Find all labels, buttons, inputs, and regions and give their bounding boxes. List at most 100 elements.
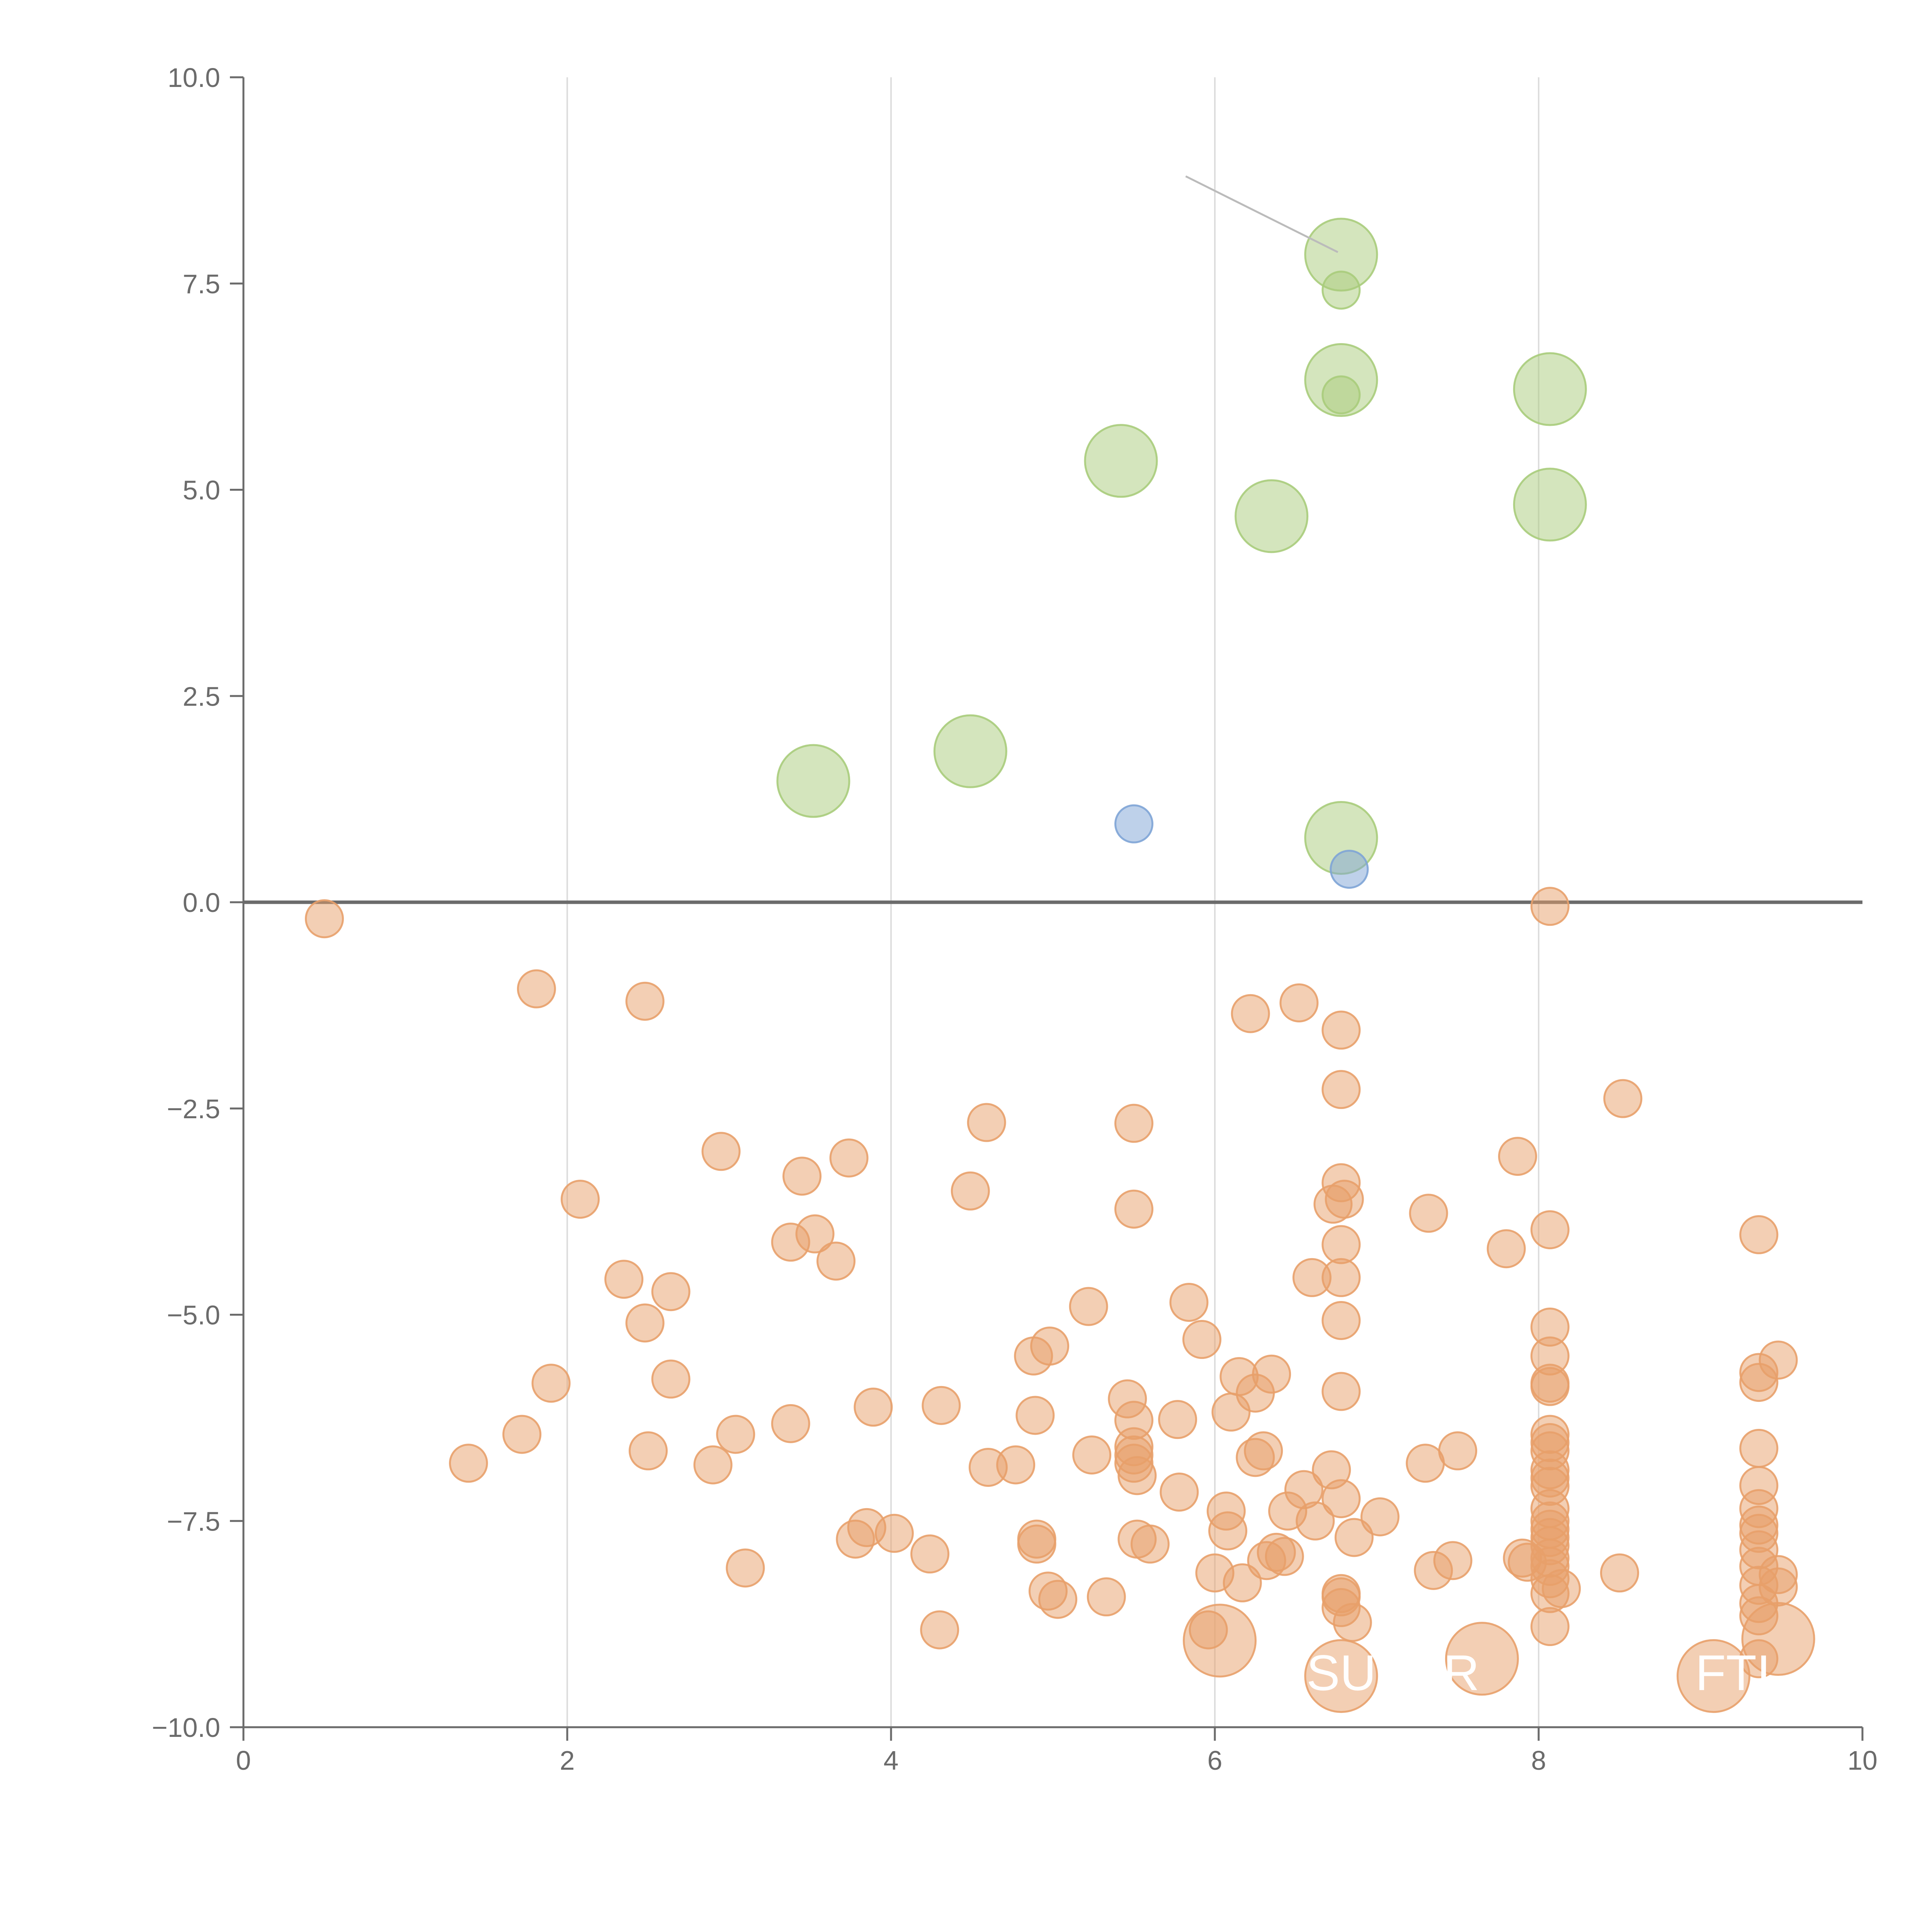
data-point-green-9	[933, 714, 1007, 788]
x-tick-label-2: 4	[884, 1745, 899, 1776]
y-tick-label-3: 2.5	[183, 681, 220, 711]
data-point-orange-56	[922, 1386, 961, 1425]
data-point-orange-108	[1334, 1518, 1374, 1557]
axes	[242, 77, 1862, 1728]
data-point-orange-102	[836, 1519, 875, 1559]
data-point-orange-37	[1321, 1301, 1361, 1340]
data-point-orange-5	[1321, 1010, 1361, 1050]
data-point-orange-123	[726, 1548, 765, 1588]
data-point-orange-25	[1739, 1215, 1779, 1254]
data-point-orange-9	[967, 1103, 1006, 1142]
y-tick-label-1: 7.5	[183, 269, 220, 299]
data-point-orange-33	[1169, 1282, 1209, 1322]
data-point-orange-143	[1530, 1607, 1570, 1646]
data-points	[305, 218, 1815, 1713]
y-tick-label-0: 10.0	[168, 63, 220, 93]
point-label-0: SUPER	[1306, 1645, 1480, 1701]
data-point-orange-36	[1182, 1320, 1221, 1359]
data-point-orange-6	[1321, 1070, 1361, 1109]
data-point-green-7	[1513, 468, 1587, 542]
data-point-orange-20	[1321, 1225, 1361, 1264]
data-point-orange-8	[1603, 1079, 1643, 1118]
data-point-orange-125	[1223, 1563, 1262, 1602]
data-point-orange-62	[716, 1415, 755, 1454]
point-labels: SUPER FTI	[1306, 1645, 1770, 1701]
x-tick-label-4: 8	[1531, 1745, 1546, 1776]
data-point-orange-79	[1117, 1456, 1157, 1495]
data-point-orange-16	[1114, 1189, 1153, 1229]
data-point-orange-91	[1296, 1501, 1335, 1541]
data-point-orange-109	[910, 1534, 950, 1574]
point-label-1: FTI	[1695, 1645, 1770, 1701]
data-point-orange-50	[1321, 1372, 1361, 1411]
data-point-orange-144	[1183, 1604, 1257, 1678]
data-point-orange-32	[1321, 1258, 1361, 1297]
data-point-orange-74	[629, 1431, 668, 1471]
leader-lines	[1185, 175, 1338, 253]
y-tick-label-4: 0.0	[183, 888, 220, 918]
data-point-orange-39	[1014, 1336, 1053, 1376]
data-point-orange-15	[951, 1171, 990, 1211]
data-point-green-5	[1084, 424, 1158, 498]
data-point-orange-106	[1130, 1524, 1170, 1564]
data-point-orange-73	[1072, 1435, 1112, 1475]
data-point-orange-71	[1236, 1438, 1275, 1477]
data-point-orange-81	[1406, 1444, 1445, 1483]
y-tick-label-2: 5.0	[183, 475, 220, 505]
data-point-orange-66	[1739, 1429, 1779, 1468]
data-point-orange-22	[1409, 1194, 1448, 1233]
data-point-orange-60	[771, 1404, 810, 1443]
data-point-orange-44	[1739, 1363, 1779, 1402]
data-point-orange-148	[1304, 1639, 1378, 1713]
data-point-orange-11	[701, 1132, 741, 1171]
y-tick-label-6: −5.0	[167, 1300, 220, 1330]
data-point-green-1	[1321, 270, 1361, 310]
data-point-orange-54	[1211, 1392, 1251, 1432]
y-tick-label-5: −2.5	[167, 1094, 220, 1124]
data-point-orange-45	[531, 1364, 571, 1403]
data-point-orange-129	[1600, 1553, 1639, 1593]
data-point-orange-59	[1158, 1400, 1197, 1439]
data-point-orange-35	[625, 1303, 665, 1343]
data-point-orange-134	[1087, 1577, 1126, 1617]
data-point-orange-1	[517, 969, 556, 1009]
data-point-orange-28	[816, 1242, 856, 1281]
data-point-orange-104	[1017, 1524, 1056, 1564]
data-point-orange-21	[1498, 1137, 1537, 1176]
data-point-green-4	[1513, 352, 1587, 426]
data-point-orange-57	[1015, 1396, 1055, 1435]
data-point-blue-0	[1114, 804, 1153, 844]
data-point-orange-10	[1114, 1104, 1153, 1143]
data-point-orange-13	[782, 1156, 822, 1196]
data-point-orange-7	[1530, 887, 1570, 926]
data-point-orange-78	[996, 1445, 1036, 1485]
data-point-orange-46	[651, 1359, 690, 1399]
data-point-orange-114	[1414, 1551, 1453, 1590]
data-point-orange-61	[502, 1415, 542, 1454]
data-point-orange-19	[1325, 1180, 1364, 1219]
data-point-orange-29	[604, 1260, 644, 1299]
data-point-orange-92	[1360, 1497, 1400, 1537]
x-tick-label-5: 10	[1847, 1745, 1878, 1776]
y-axis-ticks: 10.0 7.5 5.0 2.5 0.0 −2.5 −5.0 −7.5 −10.0	[152, 63, 243, 1743]
data-point-green-3	[1321, 375, 1361, 415]
x-tick-label-1: 2	[560, 1745, 575, 1776]
y-tick-label-8: −10.0	[152, 1713, 220, 1743]
data-point-orange-14	[561, 1180, 600, 1219]
data-point-orange-52	[1530, 1367, 1570, 1406]
data-point-orange-30	[651, 1272, 690, 1311]
x-tick-label-3: 6	[1208, 1745, 1223, 1776]
data-point-green-8	[776, 744, 850, 818]
data-point-orange-86	[1160, 1473, 1199, 1512]
data-point-orange-27	[795, 1214, 835, 1253]
data-point-orange-146	[1445, 1622, 1519, 1696]
y-tick-label-7: −7.5	[167, 1506, 220, 1536]
data-point-orange-142	[1333, 1603, 1372, 1642]
leader-line	[1185, 175, 1338, 253]
data-point-orange-133	[1038, 1580, 1078, 1619]
data-point-orange-140	[920, 1610, 959, 1650]
x-axis-ticks: 0 2 4 6 8 10	[236, 1727, 1878, 1776]
data-point-orange-112	[1247, 1541, 1286, 1580]
data-point-green-6	[1235, 479, 1309, 553]
